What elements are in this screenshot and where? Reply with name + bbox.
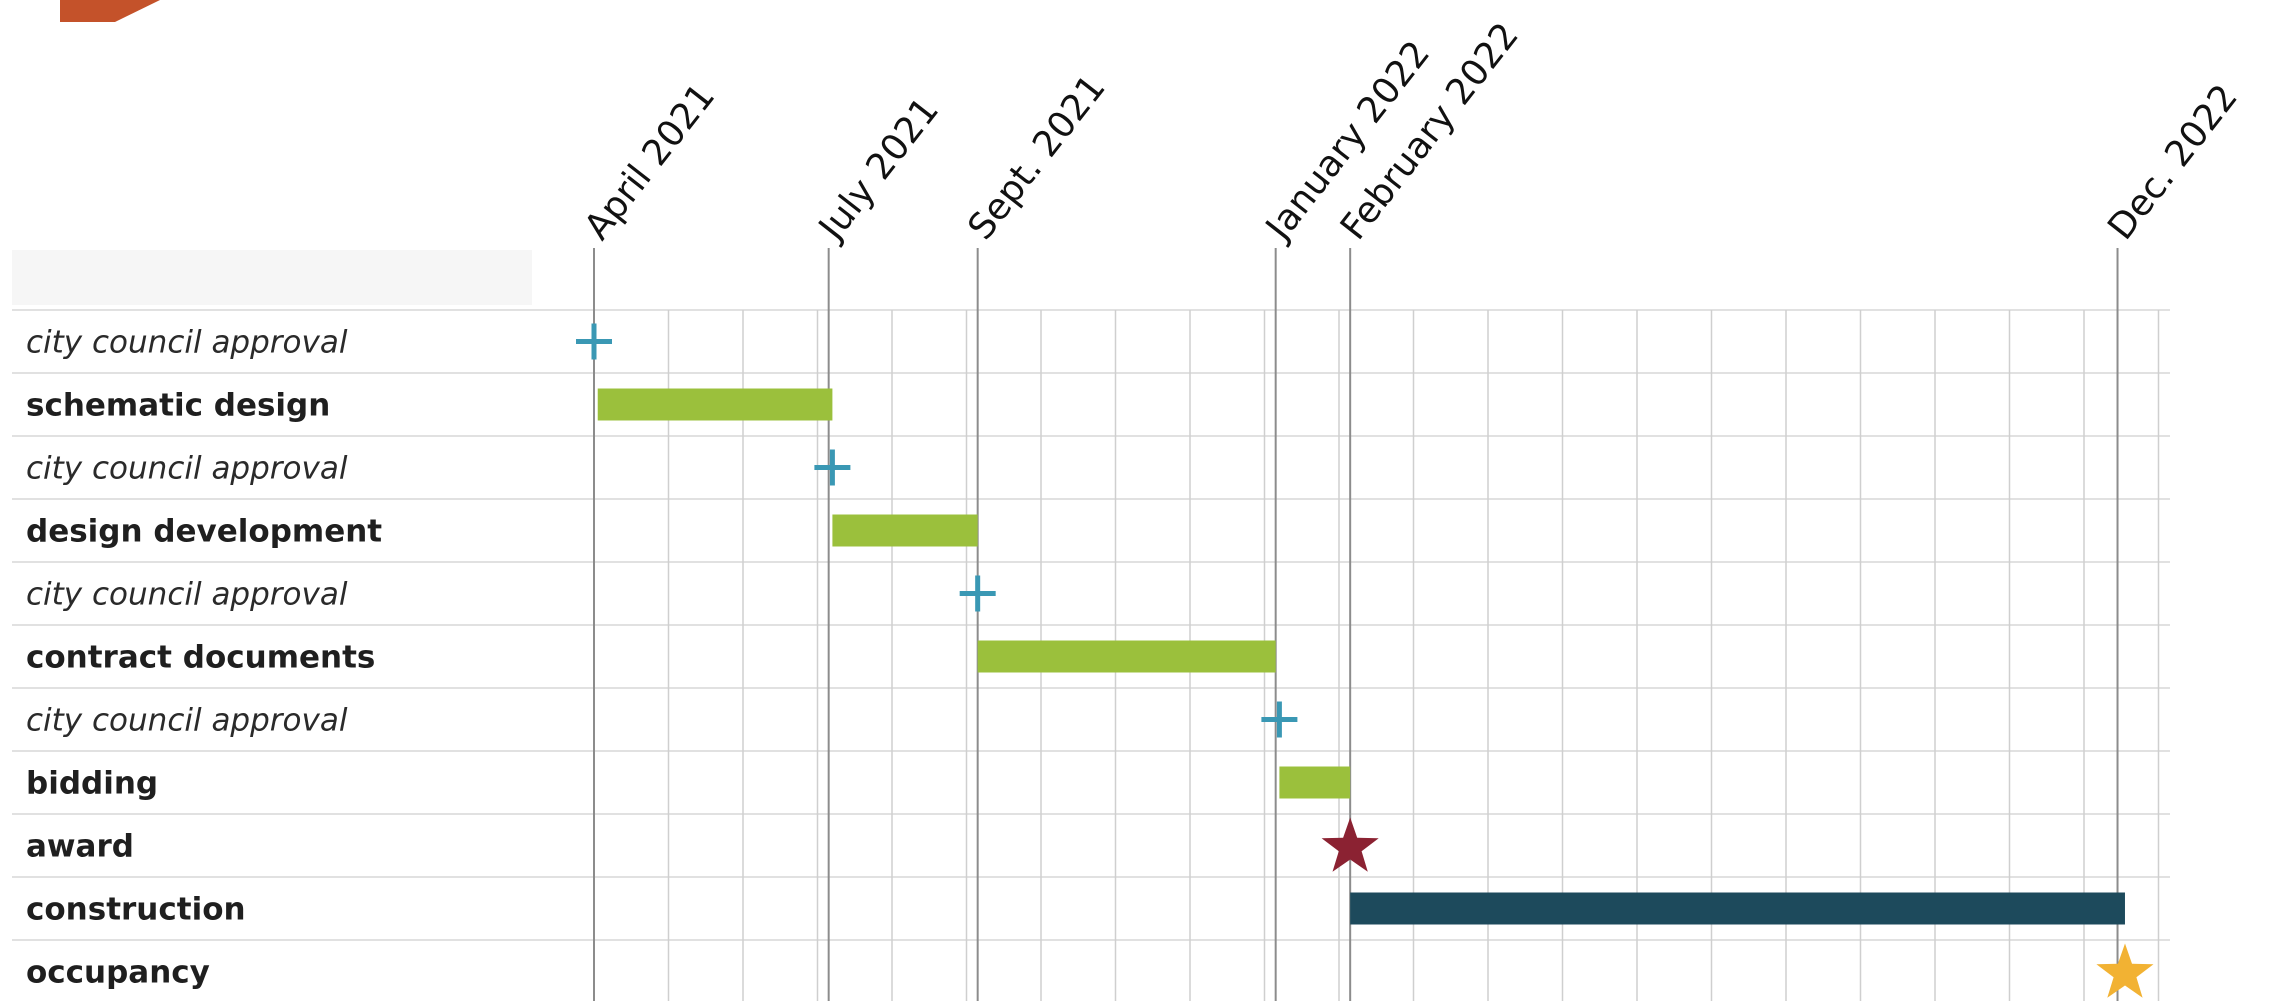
milestone-star [1321,817,1379,872]
row-label: city council approval [26,703,348,739]
row-label: construction [26,892,246,928]
corner-decoration-shape [60,0,160,22]
row-label: schematic design [26,388,330,424]
milestone-star [2096,943,2154,998]
task-bar [597,388,833,421]
approval-plus-marker [814,449,851,486]
row-label: contract documents [26,640,375,676]
date-axis-label: Dec. 2022 [2100,77,2246,247]
approval-plus-marker [959,575,996,612]
row-label: design development [26,514,382,550]
row-label: award [26,829,134,865]
row-label: occupancy [26,955,210,991]
grid-layer [12,248,2170,1001]
task-bar [1279,766,1351,799]
date-axis-labels: April 2021 July 2021 Sept. 2021 January 202… [577,15,2246,249]
row-label: city council approval [26,325,348,361]
approval-plus-marker [1261,701,1298,738]
row-label: bidding [26,766,158,802]
row-label: city council approval [26,577,348,613]
task-bar [832,514,978,547]
date-axis-label: July 2021 [810,90,947,249]
row-labels: city council approval schematic design cit… [26,325,382,991]
label-column-header-shade [12,250,532,305]
task-marks [576,323,2154,998]
task-bar [1350,892,2125,925]
date-axis-label: Sept. 2021 [960,67,1113,247]
task-bar [977,640,1276,673]
approval-plus-marker [576,323,612,360]
row-label: city council approval [26,451,348,487]
date-axis-label: April 2021 [577,76,723,247]
